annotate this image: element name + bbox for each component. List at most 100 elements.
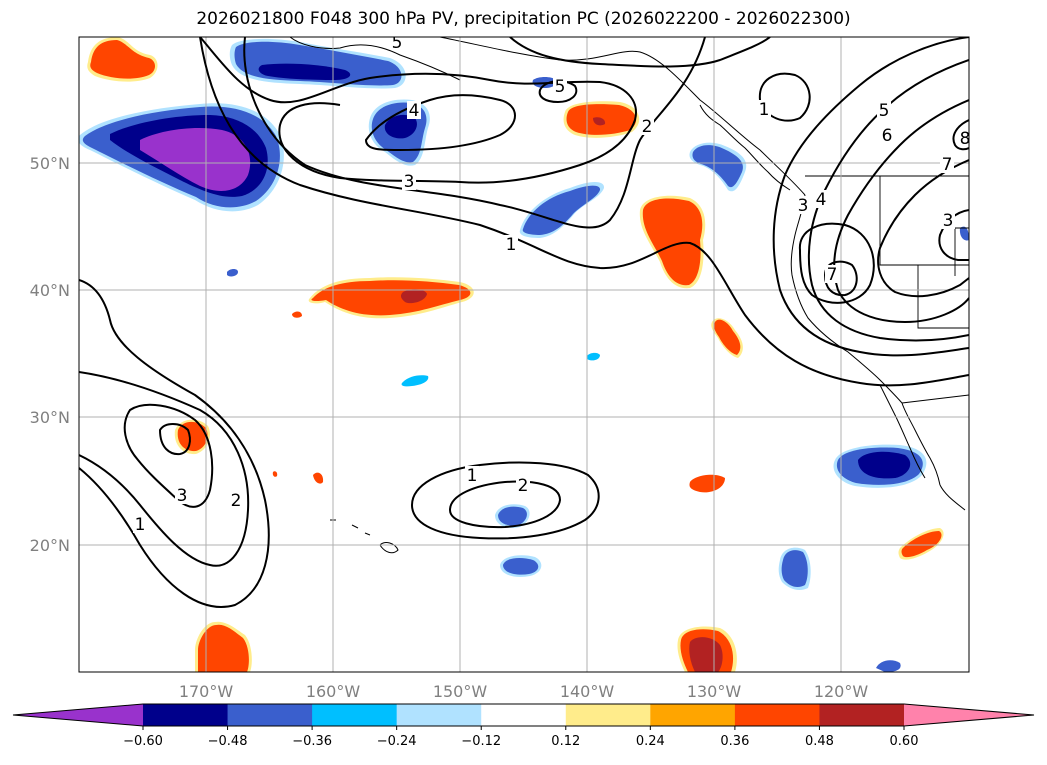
latitude-labels: 50°N 40°N 30°N 20°N xyxy=(30,154,70,555)
colorbar-bin xyxy=(819,704,905,726)
colorbar-bin xyxy=(481,704,567,726)
lon-label-170w: 170°W xyxy=(179,682,234,701)
clab-1-b: 1 xyxy=(465,466,479,486)
lon-label-130w: 130°W xyxy=(687,682,742,701)
svg-text:3: 3 xyxy=(943,211,954,231)
colorbar-bin xyxy=(650,704,736,726)
contour-2-southwest xyxy=(79,371,250,567)
contour-inner-low-2 xyxy=(798,222,875,304)
neg-region-155w-dark xyxy=(384,114,417,139)
svg-text:5: 5 xyxy=(879,101,890,121)
clab-1-a: 1 xyxy=(504,235,518,255)
contour-1-top xyxy=(509,37,771,68)
clab-2-a: 2 xyxy=(640,117,654,137)
clab-5-a: 5 xyxy=(390,37,404,53)
svg-text:3: 3 xyxy=(177,486,188,506)
clab-7-a: 7 xyxy=(825,265,839,285)
svg-text:3: 3 xyxy=(798,196,809,216)
contour-4-southwest xyxy=(158,423,191,456)
svg-text:1: 1 xyxy=(759,100,770,120)
svg-text:1: 1 xyxy=(135,515,146,535)
positive-anomaly-fields xyxy=(87,37,944,672)
colorbar-bin xyxy=(396,704,482,726)
colorbar-bin xyxy=(227,704,313,726)
colorbar-tick-label: −0.48 xyxy=(208,734,248,749)
svg-text:2: 2 xyxy=(518,476,529,496)
neg-region-small-2 xyxy=(227,269,238,277)
colorbar-bin xyxy=(312,704,398,726)
svg-text:4: 4 xyxy=(816,190,827,210)
lat-label-40n: 40°N xyxy=(30,281,70,300)
colorbar-extend-over xyxy=(904,704,1034,726)
neg-region-north-dark xyxy=(258,63,351,80)
pos-region-130w-mid xyxy=(642,198,703,286)
colorbar-tick-label: 0.36 xyxy=(720,734,749,749)
clab-1-c: 1 xyxy=(133,515,147,535)
pos-region-170w-mid xyxy=(177,421,208,452)
pos-region-114w-mid xyxy=(901,531,942,558)
mexico-coast xyxy=(939,484,966,511)
colorbar-bin xyxy=(734,704,820,726)
svg-text:1: 1 xyxy=(467,466,478,486)
colorbar-extend-under xyxy=(13,704,143,726)
us-west-coast xyxy=(790,194,903,404)
svg-text:4: 4 xyxy=(409,101,420,121)
clab-4-a: 4 xyxy=(407,101,421,121)
pos-region-152w-mid xyxy=(311,280,471,316)
clab-3-d: 3 xyxy=(941,211,955,231)
neg-region-124w-mid xyxy=(781,550,808,588)
svg-text:2: 2 xyxy=(231,491,242,511)
neg-region-116w-dark xyxy=(858,451,911,479)
neg-region-nw-core xyxy=(140,128,251,191)
contour-6-trough xyxy=(807,59,969,342)
colorbar-tick-label: 0.60 xyxy=(890,734,919,749)
us-mexico-border xyxy=(901,394,969,404)
colorbar-tick-label: 0.48 xyxy=(805,734,834,749)
pos-region-bottom-left-mid xyxy=(198,624,249,672)
alaska-coast xyxy=(289,37,806,196)
pos-region-128w-mid xyxy=(714,319,741,355)
pos-region-nw-mid xyxy=(90,40,155,79)
pos-region-138w-dark xyxy=(593,117,606,126)
map-frame xyxy=(78,36,970,673)
contour-7-trough xyxy=(833,99,969,324)
clab-3-b: 3 xyxy=(175,486,189,506)
clab-2-b: 2 xyxy=(516,476,530,496)
lon-label-140w: 140°W xyxy=(560,682,615,701)
colorbar-tick-label: 0.12 xyxy=(551,734,580,749)
clab-5-b: 5 xyxy=(553,77,567,97)
neg-region-small-6 xyxy=(959,226,969,241)
neg-region-ne-mid xyxy=(692,145,743,188)
colorbar-tick-label: −0.12 xyxy=(461,734,501,749)
svg-text:8: 8 xyxy=(960,129,971,149)
contour-inner-low xyxy=(823,260,858,297)
svg-text:1: 1 xyxy=(506,235,517,255)
pos-region-small-3 xyxy=(272,471,278,477)
contour-1-north xyxy=(199,37,969,387)
colorbar-bin xyxy=(565,704,651,726)
clab-1-d: 1 xyxy=(757,100,771,120)
lon-label-150w: 150°W xyxy=(433,682,488,701)
colorbar-tick-label: 0.24 xyxy=(636,734,665,749)
lat-label-20n: 20°N xyxy=(30,536,70,555)
svg-text:3: 3 xyxy=(404,172,415,192)
svg-text:5: 5 xyxy=(555,77,566,97)
pos-region-152w-dark xyxy=(400,289,427,304)
colorbar-tick-label: −0.24 xyxy=(377,734,417,749)
graticule xyxy=(79,37,969,672)
baja-coast xyxy=(879,384,941,486)
longitude-labels: 170°W 160°W 150°W 140°W 130°W 120°W xyxy=(179,682,869,701)
neg-region-small-3 xyxy=(587,352,600,361)
contour-small-top-right xyxy=(758,72,811,122)
clab-8: 8 xyxy=(959,129,971,149)
pos-region-small-1 xyxy=(292,311,302,318)
clab-6: 6 xyxy=(880,126,894,146)
contour-1-southwest xyxy=(79,279,270,608)
colorbar-bin xyxy=(143,704,229,726)
bc-coast xyxy=(699,104,791,191)
neg-region-145w-mid xyxy=(522,185,601,235)
neg-region-small-4 xyxy=(401,375,429,387)
clab-4-b: 4 xyxy=(814,190,828,210)
clab-2-c: 2 xyxy=(229,491,243,511)
